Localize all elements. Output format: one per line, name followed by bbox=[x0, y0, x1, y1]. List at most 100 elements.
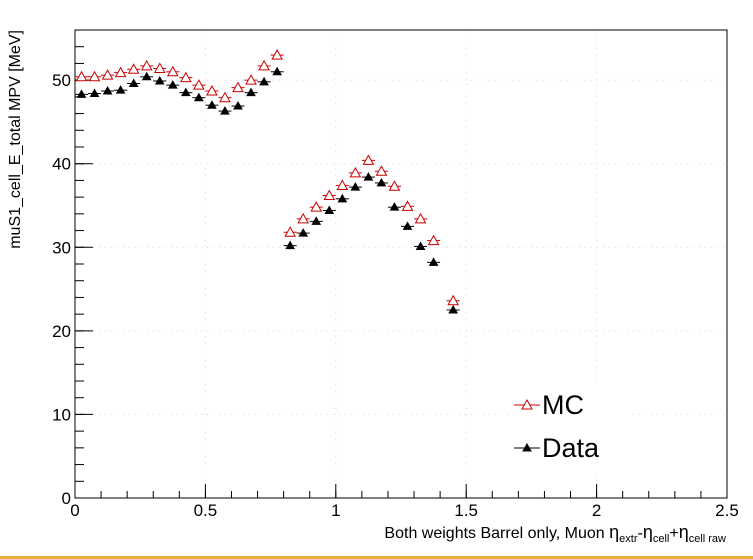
marker-data bbox=[76, 89, 87, 98]
point-mc bbox=[270, 49, 284, 60]
marker-mc bbox=[323, 189, 336, 200]
point-mc bbox=[446, 294, 460, 306]
x-tick-label: 2.5 bbox=[715, 501, 739, 520]
marker-mc bbox=[284, 226, 297, 237]
point-mc bbox=[257, 59, 271, 71]
marker-mc bbox=[88, 70, 101, 82]
marker-data bbox=[376, 177, 387, 187]
point-data bbox=[88, 88, 102, 98]
data-points bbox=[75, 49, 460, 314]
marker-mc bbox=[388, 180, 401, 191]
point-mc bbox=[348, 166, 362, 178]
point-mc bbox=[231, 81, 245, 93]
point-data bbox=[296, 228, 310, 237]
point-mc bbox=[101, 69, 115, 80]
window-bottom-bar bbox=[0, 556, 753, 559]
point-data bbox=[166, 80, 180, 89]
x-axis-ticks: 0 0.5 1 1.5 2 2.5 bbox=[70, 484, 739, 520]
point-data bbox=[335, 193, 349, 203]
point-data bbox=[231, 101, 245, 110]
marker-data bbox=[350, 182, 361, 191]
marker-data bbox=[89, 88, 100, 98]
marker-mc bbox=[219, 91, 231, 103]
point-mc bbox=[414, 212, 428, 224]
point-mc bbox=[283, 226, 297, 237]
marker-mc bbox=[336, 179, 349, 190]
point-data bbox=[427, 257, 441, 266]
point-mc bbox=[127, 63, 141, 74]
marker-data bbox=[115, 85, 126, 94]
y-tick-label: 30 bbox=[52, 238, 71, 257]
marker-data bbox=[448, 304, 459, 314]
y-tick-label: 0 bbox=[62, 489, 71, 508]
marker-mc bbox=[153, 62, 166, 73]
marker-data bbox=[180, 87, 191, 97]
y-tick-label: 40 bbox=[52, 155, 71, 174]
marker-data bbox=[246, 87, 256, 97]
legend-data-label: Data bbox=[542, 433, 600, 463]
x-tick-label: 2 bbox=[592, 501, 601, 520]
marker-mc bbox=[140, 59, 153, 71]
x-tick-label: 1 bbox=[331, 501, 340, 520]
marker-mc bbox=[447, 294, 460, 306]
marker-mc bbox=[166, 65, 179, 77]
marker-mc bbox=[401, 200, 414, 211]
marker-mc bbox=[375, 165, 388, 176]
point-data bbox=[127, 78, 141, 87]
y-tick-label: 50 bbox=[52, 71, 71, 90]
point-data bbox=[153, 75, 167, 85]
point-mc bbox=[244, 74, 258, 85]
marker-data bbox=[428, 257, 439, 266]
marker-mc bbox=[362, 154, 375, 165]
marker-data bbox=[207, 100, 217, 109]
point-data bbox=[283, 240, 297, 250]
point-data bbox=[414, 241, 428, 250]
marker-mc bbox=[349, 166, 362, 178]
point-mc bbox=[153, 62, 167, 73]
point-mc bbox=[427, 234, 441, 246]
point-data bbox=[114, 85, 128, 94]
marker-mc bbox=[232, 81, 244, 93]
marker-data bbox=[128, 78, 139, 87]
marker-mc bbox=[258, 59, 270, 71]
x-tick-label: 0.5 bbox=[194, 501, 218, 520]
marker-mc bbox=[271, 49, 283, 60]
marker-mc bbox=[310, 201, 323, 212]
marker-data bbox=[154, 75, 165, 85]
point-data bbox=[309, 216, 323, 225]
point-mc bbox=[166, 65, 180, 77]
y-axis-ticks: 0 10 20 30 40 50 bbox=[52, 29, 93, 508]
point-mc bbox=[374, 165, 388, 176]
point-data bbox=[218, 106, 232, 115]
point-mc bbox=[114, 66, 128, 78]
point-mc bbox=[88, 70, 102, 82]
legend-entry-mc: MC bbox=[514, 390, 584, 420]
marker-data bbox=[141, 71, 152, 81]
marker-data bbox=[194, 92, 204, 102]
marker-data bbox=[415, 241, 426, 250]
x-tick-label: 1.5 bbox=[454, 501, 478, 520]
x-axis-label: Both weights Barrel only, Muon ηextr-ηce… bbox=[384, 522, 726, 545]
marker-mc bbox=[127, 63, 140, 74]
marker-mc bbox=[114, 66, 127, 78]
point-mc bbox=[387, 180, 401, 191]
marker-data bbox=[285, 240, 296, 250]
legend-entry-data: Data bbox=[514, 433, 600, 463]
marker-data bbox=[363, 172, 374, 181]
marker-mc bbox=[245, 74, 257, 85]
point-data bbox=[140, 71, 154, 81]
marker-data bbox=[233, 101, 243, 110]
point-mc bbox=[205, 84, 219, 96]
point-data bbox=[446, 304, 460, 314]
marker-data bbox=[324, 205, 335, 215]
point-data bbox=[401, 221, 415, 230]
marker-mc bbox=[75, 70, 88, 82]
marker-mc bbox=[179, 71, 192, 83]
point-mc bbox=[361, 154, 375, 165]
marker-mc bbox=[206, 84, 218, 96]
point-data bbox=[205, 100, 219, 109]
marker-data bbox=[102, 85, 113, 95]
marker-mc bbox=[414, 212, 427, 224]
marker-data bbox=[167, 80, 178, 89]
